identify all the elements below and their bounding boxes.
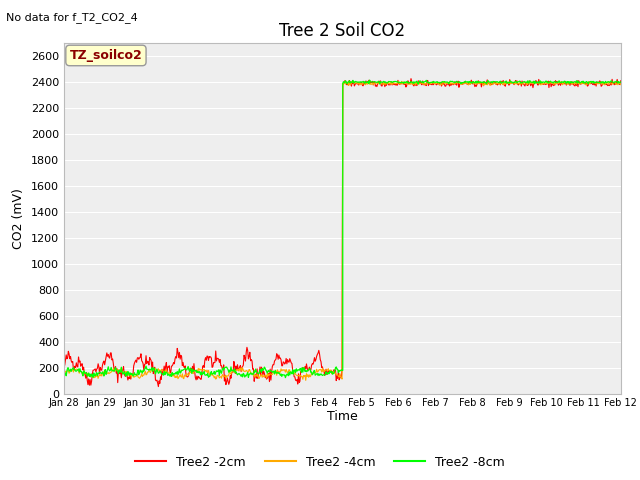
Tree2 -2cm (617, 78, 625, 84)
Tree2 -8cm (69, 366, 77, 372)
Legend: Tree2 -2cm, Tree2 -4cm, Tree2 -8cm: Tree2 -2cm, Tree2 -4cm, Tree2 -8cm (130, 451, 510, 474)
Tree2 -8cm (282, 375, 289, 381)
Tree2 -2cm (277, 357, 285, 363)
Tree2 -8cm (60, 369, 68, 374)
Line: Tree2 -4cm: Tree2 -4cm (64, 82, 621, 380)
Text: TZ_soilco2: TZ_soilco2 (70, 49, 142, 62)
Tree2 -8cm (461, 78, 469, 84)
Tree2 -4cm (432, 81, 440, 86)
Tree2 -2cm (125, 376, 133, 382)
Line: Tree2 -2cm: Tree2 -2cm (64, 79, 621, 386)
Tree2 -4cm (228, 370, 236, 375)
Tree2 -2cm (228, 369, 236, 374)
Line: Tree2 -8cm: Tree2 -8cm (64, 80, 621, 378)
Tree2 -2cm (401, 82, 408, 87)
Tree2 -2cm (433, 82, 440, 88)
Tree2 -4cm (276, 369, 284, 375)
Tree2 -2cm (154, 384, 162, 389)
Tree2 -2cm (256, 364, 264, 370)
X-axis label: Time: Time (327, 410, 358, 423)
Tree2 -2cm (60, 363, 68, 369)
Tree2 -8cm (531, 78, 539, 84)
Tree2 -8cm (515, 79, 522, 84)
Tree2 -4cm (255, 375, 263, 381)
Tree2 -8cm (366, 77, 374, 83)
Text: No data for f_T2_CO2_4: No data for f_T2_CO2_4 (6, 12, 138, 23)
Tree2 -4cm (617, 82, 625, 87)
Tree2 -8cm (136, 367, 144, 373)
Title: Tree 2 Soil CO2: Tree 2 Soil CO2 (279, 22, 406, 40)
Tree2 -4cm (60, 372, 68, 377)
Tree2 -8cm (617, 79, 625, 85)
Tree2 -4cm (302, 377, 310, 383)
Y-axis label: CO2 (mV): CO2 (mV) (12, 188, 26, 249)
Tree2 -4cm (401, 81, 408, 87)
Tree2 -8cm (183, 367, 191, 373)
Tree2 -4cm (557, 79, 565, 84)
Tree2 -4cm (125, 372, 133, 378)
Tree2 -2cm (407, 76, 415, 82)
